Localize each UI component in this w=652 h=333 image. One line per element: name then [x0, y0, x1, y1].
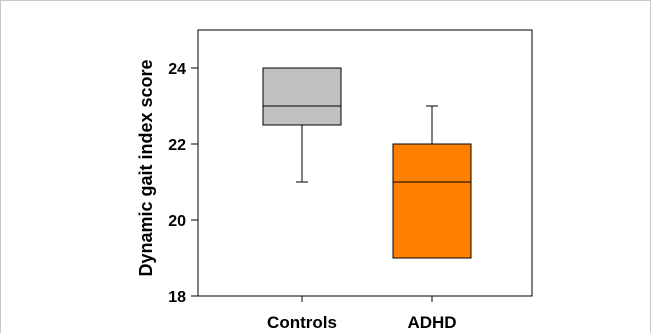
y-tick-label: 24: [168, 61, 186, 78]
x-axis-labels: Controls ADHD: [267, 313, 457, 332]
y-tick-label: 20: [168, 213, 186, 230]
plot-area: [197, 29, 533, 297]
x-category-label: Controls: [267, 313, 337, 332]
iqr-box: [392, 143, 472, 259]
y-axis-title: Dynamic gait index score: [136, 59, 156, 276]
boxes: [262, 67, 472, 302]
x-category-label: ADHD: [407, 313, 456, 332]
y-tick-label: 22: [168, 137, 186, 154]
iqr-box: [262, 67, 342, 126]
box-adhd: [392, 105, 472, 259]
y-axis: 18 20 22 24: [168, 61, 198, 306]
box-controls: [262, 67, 342, 183]
y-tick-label: 18: [168, 289, 186, 306]
